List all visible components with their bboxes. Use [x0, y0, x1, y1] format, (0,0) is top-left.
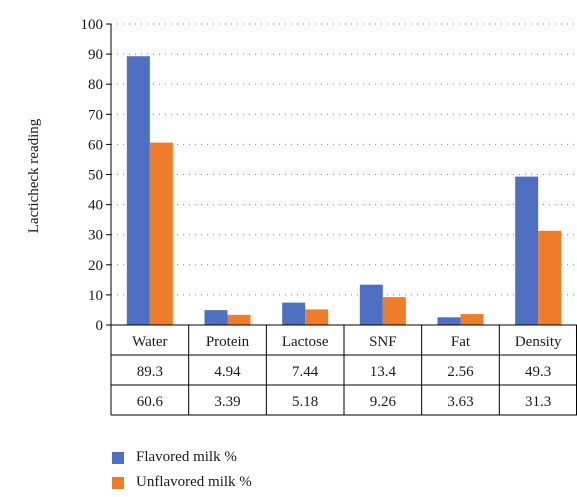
- bars: [126, 56, 562, 325]
- data-label: 13.4: [370, 364, 397, 380]
- bar: [437, 317, 461, 325]
- legend-label: Unflavored milk %: [136, 474, 252, 490]
- bar: [515, 176, 539, 325]
- data-label: 5.18: [292, 394, 318, 410]
- data-label: 60.6: [137, 394, 164, 410]
- data-table: Water 89.3 60.6 Protein 4.94 3.39 Lactose 7.44 5…: [110, 325, 577, 416]
- legend-item: Flavored milk %: [112, 445, 252, 470]
- data-label: 4.94: [214, 364, 241, 380]
- bar: [359, 284, 383, 325]
- bar: [126, 56, 150, 325]
- y-tick-label: 30: [88, 228, 103, 244]
- data-label: 3.63: [447, 394, 473, 410]
- y-tick-label: 60: [88, 137, 103, 153]
- y-tick-label: 10: [88, 288, 103, 304]
- data-label: 3.39: [214, 394, 240, 410]
- bar: [149, 142, 173, 325]
- bar: [227, 314, 251, 325]
- bar: [538, 230, 562, 325]
- y-tick-label: 50: [88, 168, 103, 184]
- x-tick-label: Water: [132, 334, 167, 350]
- y-axis-label: Lacticheck reading: [26, 118, 42, 233]
- x-tick-label: Lactose: [282, 334, 329, 350]
- data-label: 2.56: [447, 364, 474, 380]
- data-label: 7.44: [292, 364, 319, 380]
- legend-item: Unflavored milk %: [112, 470, 252, 495]
- y-tick-label: 100: [81, 17, 104, 33]
- y-tick-label: 0: [96, 318, 104, 334]
- gridlines: [111, 23, 577, 296]
- x-tick-label: Density: [515, 334, 562, 350]
- x-tick-label: SNF: [369, 334, 397, 350]
- bar: [382, 297, 406, 325]
- x-tick-label: Protein: [206, 334, 250, 350]
- legend-label: Flavored milk %: [136, 449, 237, 465]
- data-label: 31.3: [525, 394, 551, 410]
- y-tick-label: 70: [88, 107, 103, 123]
- legend-swatch: [112, 476, 124, 489]
- data-label: 9.26: [370, 394, 397, 410]
- data-label: 89.3: [137, 364, 163, 380]
- legend-swatch: [112, 451, 124, 464]
- y-tick-label: 40: [88, 198, 103, 214]
- bar: [460, 314, 484, 325]
- x-tick-label: Fat: [451, 334, 471, 350]
- y-tick-label: 80: [88, 77, 103, 93]
- bar: [305, 309, 329, 325]
- legend: Flavored milk % Unflavored milk %: [112, 445, 252, 495]
- bar: [282, 302, 306, 325]
- data-label: 49.3: [525, 364, 551, 380]
- y-tick-label: 90: [88, 47, 103, 63]
- y-tick-label: 20: [88, 258, 103, 274]
- bar: [204, 310, 228, 325]
